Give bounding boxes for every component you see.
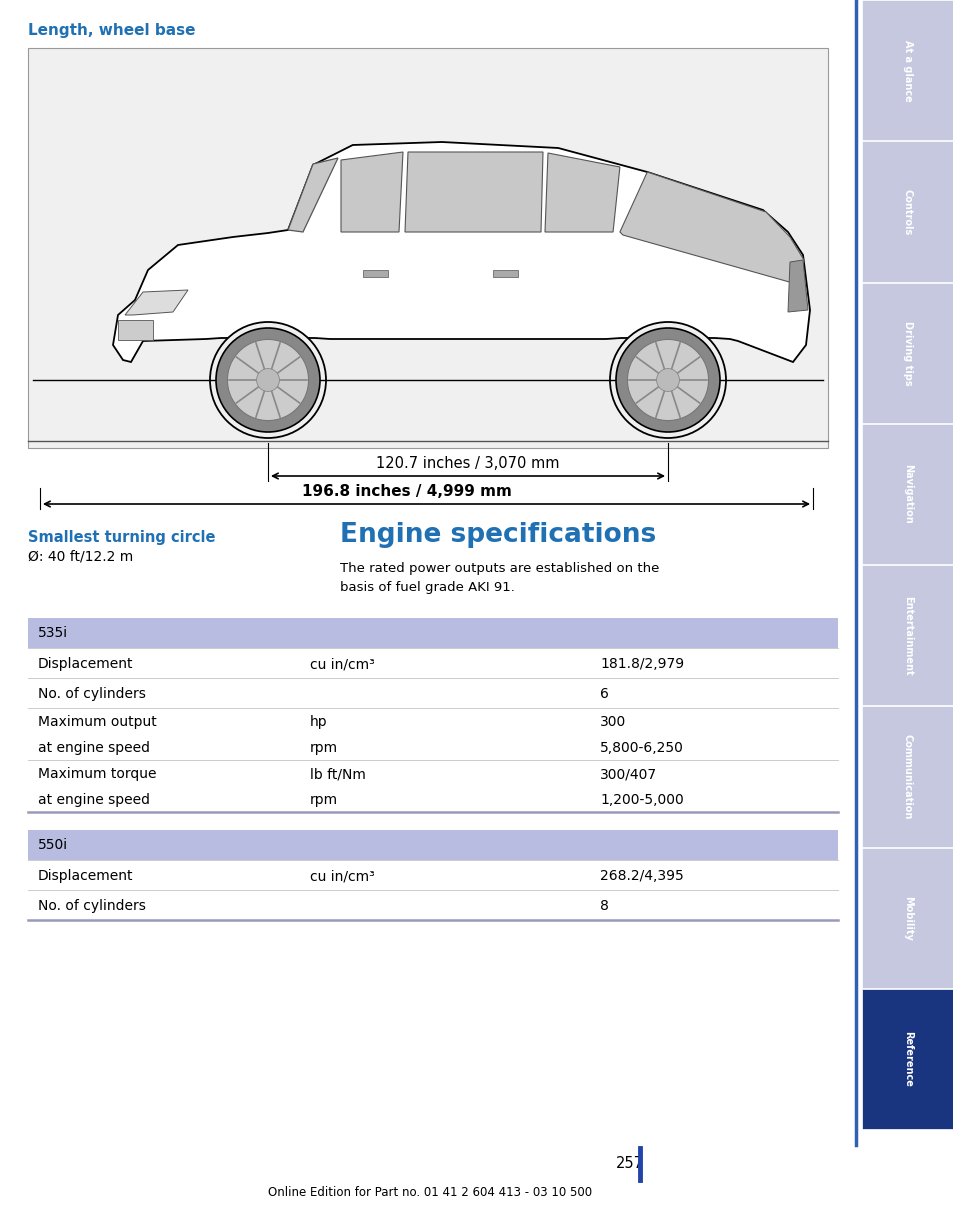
Text: 300: 300 bbox=[599, 714, 625, 729]
Circle shape bbox=[609, 322, 725, 437]
Bar bbox=[28, 648, 837, 678]
Bar bbox=[493, 270, 517, 277]
Circle shape bbox=[258, 371, 277, 389]
Text: rpm: rpm bbox=[310, 741, 337, 755]
Text: 8: 8 bbox=[599, 899, 608, 912]
Polygon shape bbox=[288, 158, 337, 232]
Polygon shape bbox=[787, 260, 807, 312]
Bar bbox=[862, 141, 953, 282]
Text: No. of cylinders: No. of cylinders bbox=[38, 899, 146, 912]
Bar bbox=[28, 708, 837, 761]
Text: Displacement: Displacement bbox=[38, 657, 133, 671]
Circle shape bbox=[227, 339, 308, 420]
Text: At a glance: At a glance bbox=[902, 40, 912, 102]
Text: 5,800-6,250: 5,800-6,250 bbox=[599, 741, 683, 755]
Bar bbox=[28, 830, 837, 860]
Circle shape bbox=[627, 339, 708, 420]
Text: Ø: 40 ft/12.2 m: Ø: 40 ft/12.2 m bbox=[28, 550, 133, 564]
Text: Communication: Communication bbox=[902, 734, 912, 820]
Text: 1,200-5,000: 1,200-5,000 bbox=[599, 793, 683, 807]
Circle shape bbox=[256, 368, 279, 391]
Text: Maximum torque: Maximum torque bbox=[38, 767, 156, 781]
Text: Smallest turning circle: Smallest turning circle bbox=[28, 530, 215, 546]
Bar bbox=[28, 618, 837, 648]
Text: Reference: Reference bbox=[902, 1032, 912, 1087]
Polygon shape bbox=[125, 290, 188, 315]
Text: 257: 257 bbox=[616, 1155, 643, 1170]
Polygon shape bbox=[340, 152, 402, 232]
Text: 300/407: 300/407 bbox=[599, 767, 657, 781]
Text: Length, wheel base: Length, wheel base bbox=[28, 23, 195, 38]
Text: 120.7 inches / 3,070 mm: 120.7 inches / 3,070 mm bbox=[375, 456, 559, 471]
Circle shape bbox=[658, 371, 677, 389]
Text: rpm: rpm bbox=[310, 793, 337, 807]
Text: Mobility: Mobility bbox=[902, 895, 912, 940]
Bar bbox=[862, 424, 953, 564]
Text: 196.8 inches / 4,999 mm: 196.8 inches / 4,999 mm bbox=[301, 484, 511, 499]
Polygon shape bbox=[544, 153, 619, 232]
Bar bbox=[862, 565, 953, 705]
Polygon shape bbox=[619, 173, 803, 286]
Text: hp: hp bbox=[310, 714, 327, 729]
Text: The rated power outputs are established on the
basis of fuel grade AKI 91.: The rated power outputs are established … bbox=[339, 563, 659, 594]
Text: 6: 6 bbox=[599, 686, 608, 701]
Bar bbox=[363, 270, 388, 277]
Text: Entertainment: Entertainment bbox=[902, 595, 912, 676]
Bar bbox=[862, 848, 953, 988]
Bar bbox=[28, 678, 837, 708]
Bar bbox=[862, 283, 953, 423]
Text: No. of cylinders: No. of cylinders bbox=[38, 686, 146, 701]
Text: Displacement: Displacement bbox=[38, 869, 133, 883]
Bar bbox=[28, 891, 837, 920]
Text: 535i: 535i bbox=[38, 626, 68, 640]
Text: Driving tips: Driving tips bbox=[902, 321, 912, 385]
Circle shape bbox=[215, 328, 319, 433]
Text: 268.2/4,395: 268.2/4,395 bbox=[599, 869, 683, 883]
Circle shape bbox=[656, 368, 679, 391]
Bar bbox=[862, 706, 953, 847]
Text: Navigation: Navigation bbox=[902, 464, 912, 524]
Polygon shape bbox=[112, 142, 809, 362]
Bar bbox=[118, 320, 152, 340]
Text: Controls: Controls bbox=[902, 188, 912, 234]
Bar bbox=[28, 761, 837, 812]
Text: at engine speed: at engine speed bbox=[38, 741, 150, 755]
Polygon shape bbox=[405, 152, 542, 232]
Text: Online Edition for Part no. 01 41 2 604 413 - 03 10 500: Online Edition for Part no. 01 41 2 604 … bbox=[268, 1187, 592, 1199]
Bar bbox=[28, 860, 837, 891]
Bar bbox=[862, 0, 953, 140]
Text: cu in/cm³: cu in/cm³ bbox=[310, 657, 375, 671]
Circle shape bbox=[210, 322, 326, 437]
Text: 181.8/2,979: 181.8/2,979 bbox=[599, 657, 683, 671]
Text: at engine speed: at engine speed bbox=[38, 793, 150, 807]
Circle shape bbox=[616, 328, 720, 433]
Text: Maximum output: Maximum output bbox=[38, 714, 156, 729]
Text: 550i: 550i bbox=[38, 838, 68, 852]
Text: Engine specifications: Engine specifications bbox=[339, 522, 656, 548]
Text: cu in/cm³: cu in/cm³ bbox=[310, 869, 375, 883]
Bar bbox=[28, 49, 827, 448]
Text: lb ft/Nm: lb ft/Nm bbox=[310, 767, 366, 781]
Bar bbox=[862, 989, 953, 1129]
